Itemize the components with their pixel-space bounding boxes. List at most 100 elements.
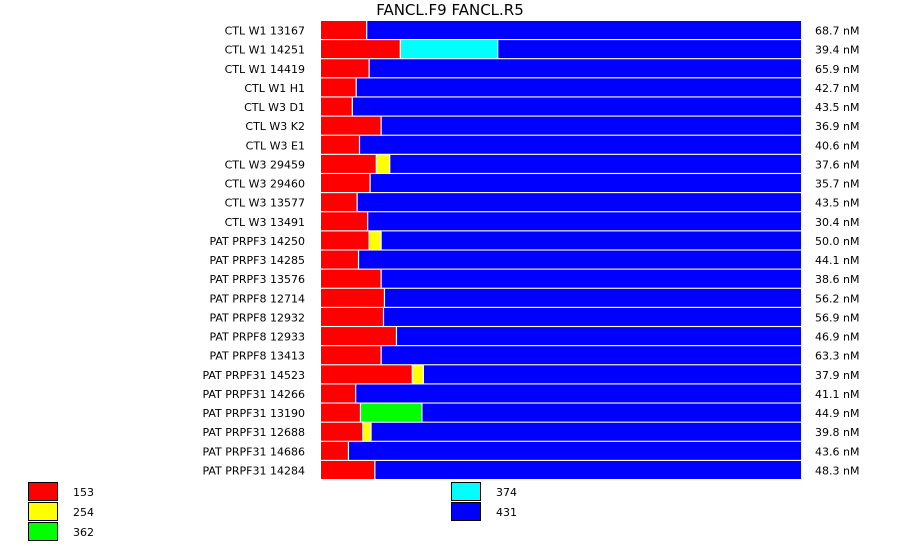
- concentration-label: 43.5 nM: [815, 101, 859, 114]
- legend-swatch: [451, 502, 481, 521]
- bar-segment-431: [352, 97, 801, 116]
- concentration-label: 30.4 nM: [815, 216, 859, 229]
- bar-row: CTL W1 H1 42.7 nM: [244, 78, 859, 97]
- bar-row: CTL W3 13577 43.5 nM: [225, 193, 859, 212]
- bar-row: PAT PRPF3 13576 38.6 nM: [209, 269, 859, 288]
- legend-swatch: [28, 522, 58, 541]
- row-label: PAT PRPF31 14284: [202, 464, 305, 477]
- concentration-label: 56.9 nM: [815, 311, 859, 324]
- legend-label: 374: [496, 486, 517, 499]
- concentration-label: 56.2 nM: [815, 292, 859, 305]
- bar-row: PAT PRPF3 14285 44.1 nM: [209, 250, 859, 269]
- segment-divider: [368, 59, 370, 78]
- segment-divider: [411, 365, 413, 384]
- bar-segment-431: [348, 441, 801, 460]
- segment-divider: [355, 78, 357, 97]
- bar-row: CTL W3 29459 37.6 nM: [225, 154, 859, 173]
- concentration-label: 48.3 nM: [815, 464, 859, 477]
- segment-divider: [375, 154, 377, 173]
- bar-segment-431: [396, 327, 801, 346]
- bar-segment-431: [356, 78, 801, 97]
- bar-segment-153: [321, 441, 349, 460]
- bar-row: PAT PRPF31 14523 37.9 nM: [202, 365, 859, 384]
- row-label: PAT PRPF31 14523: [202, 369, 305, 382]
- concentration-label: 41.1 nM: [815, 388, 859, 401]
- bar-segment-153: [321, 403, 361, 422]
- legend-item: 431: [451, 502, 517, 521]
- bar-segment-431: [383, 307, 801, 326]
- bar-segment-431: [366, 21, 801, 39]
- bar-segment-431: [389, 154, 801, 173]
- concentration-label: 39.4 nM: [815, 44, 859, 57]
- bar-segment-153: [321, 212, 368, 231]
- segment-divider: [382, 307, 385, 326]
- concentration-label: 37.6 nM: [815, 158, 859, 171]
- bar-segment-431: [358, 250, 801, 269]
- bar-segment-431: [359, 135, 801, 154]
- row-label: PAT PRPF31 14266: [202, 388, 305, 401]
- bar-row: PAT PRPF31 14284 48.3 nM: [202, 460, 859, 479]
- segment-divider: [362, 422, 364, 441]
- concentration-label: 65.9 nM: [815, 63, 859, 76]
- concentration-label: 46.9 nM: [815, 331, 859, 344]
- row-label: CTL W3 13577: [225, 197, 305, 210]
- row-label: CTL W3 K2: [245, 120, 305, 133]
- legend-item: 362: [28, 522, 94, 541]
- segment-divider: [380, 346, 382, 365]
- bar-row: CTL W1 14251 39.4 nM: [225, 40, 859, 59]
- bar-row: PAT PRPF31 12688 39.8 nM: [202, 422, 859, 441]
- bar-segment-431: [355, 384, 801, 403]
- bar-segment-431: [369, 59, 801, 78]
- bar-segment-431: [384, 288, 801, 307]
- bar-segment-374: [400, 40, 498, 59]
- bar-segment-153: [321, 78, 357, 97]
- segment-divider: [351, 97, 353, 116]
- bar-row: PAT PRPF8 13413 63.3 nM: [209, 346, 859, 365]
- bar-segment-431: [369, 174, 801, 193]
- row-label: CTL W3 E1: [246, 139, 305, 152]
- bar-segment-153: [321, 346, 381, 365]
- bar-segment-153: [321, 174, 370, 193]
- row-label: CTL W1 13167: [225, 25, 305, 38]
- bar-segment-153: [321, 365, 413, 384]
- bar-row: CTL W3 29460 35.7 nM: [225, 174, 859, 193]
- bar-segment-153: [321, 250, 359, 269]
- chart-title: FANCL.F9 FANCL.R5: [376, 1, 524, 19]
- concentration-label: 39.8 nM: [815, 426, 859, 439]
- bar-segment-431: [370, 422, 801, 441]
- bar-row: PAT PRPF3 14250 50.0 nM: [209, 231, 859, 250]
- segment-divider: [395, 327, 398, 346]
- concentration-label: 44.1 nM: [815, 254, 859, 267]
- row-label: PAT PRPF3 13576: [209, 273, 305, 286]
- concentration-label: 43.5 nM: [815, 197, 859, 210]
- bar-segment-153: [321, 59, 369, 78]
- concentration-label: 37.9 nM: [815, 369, 859, 382]
- bar-row: PAT PRPF31 14686 43.6 nM: [202, 441, 859, 460]
- bar-row: PAT PRPF8 12933 46.9 nM: [209, 327, 859, 346]
- legend-label: 362: [73, 526, 94, 539]
- bar-segment-153: [321, 460, 375, 479]
- bar-segment-153: [321, 384, 356, 403]
- bar-row: PAT PRPF31 13190 44.9 nM: [202, 403, 859, 422]
- bar-segment-153: [321, 307, 384, 326]
- bar-segment-153: [321, 231, 369, 250]
- row-label: PAT PRPF8 12714: [209, 292, 305, 305]
- bar-segment-254: [376, 154, 390, 173]
- bar-segment-254: [362, 422, 371, 441]
- row-label: PAT PRPF8 13413: [209, 350, 305, 363]
- segment-divider: [357, 250, 360, 269]
- concentration-label: 40.6 nM: [815, 139, 859, 152]
- legend-item: 153: [28, 482, 94, 501]
- segment-divider: [359, 403, 362, 422]
- row-label: CTL W3 29460: [225, 178, 305, 191]
- bar-row: CTL W3 K2 36.9 nM: [245, 116, 859, 135]
- row-label: CTL W3 D1: [244, 101, 305, 114]
- legend-item: 254: [28, 502, 94, 521]
- bar-row: CTL W3 13491 30.4 nM: [225, 212, 859, 231]
- legend-swatch: [451, 482, 481, 501]
- bar-segment-153: [321, 135, 360, 154]
- bar-segment-431: [381, 116, 801, 135]
- concentration-label: 44.9 nM: [815, 407, 859, 420]
- bar-segment-153: [321, 40, 401, 59]
- bar-segment-431: [374, 460, 801, 479]
